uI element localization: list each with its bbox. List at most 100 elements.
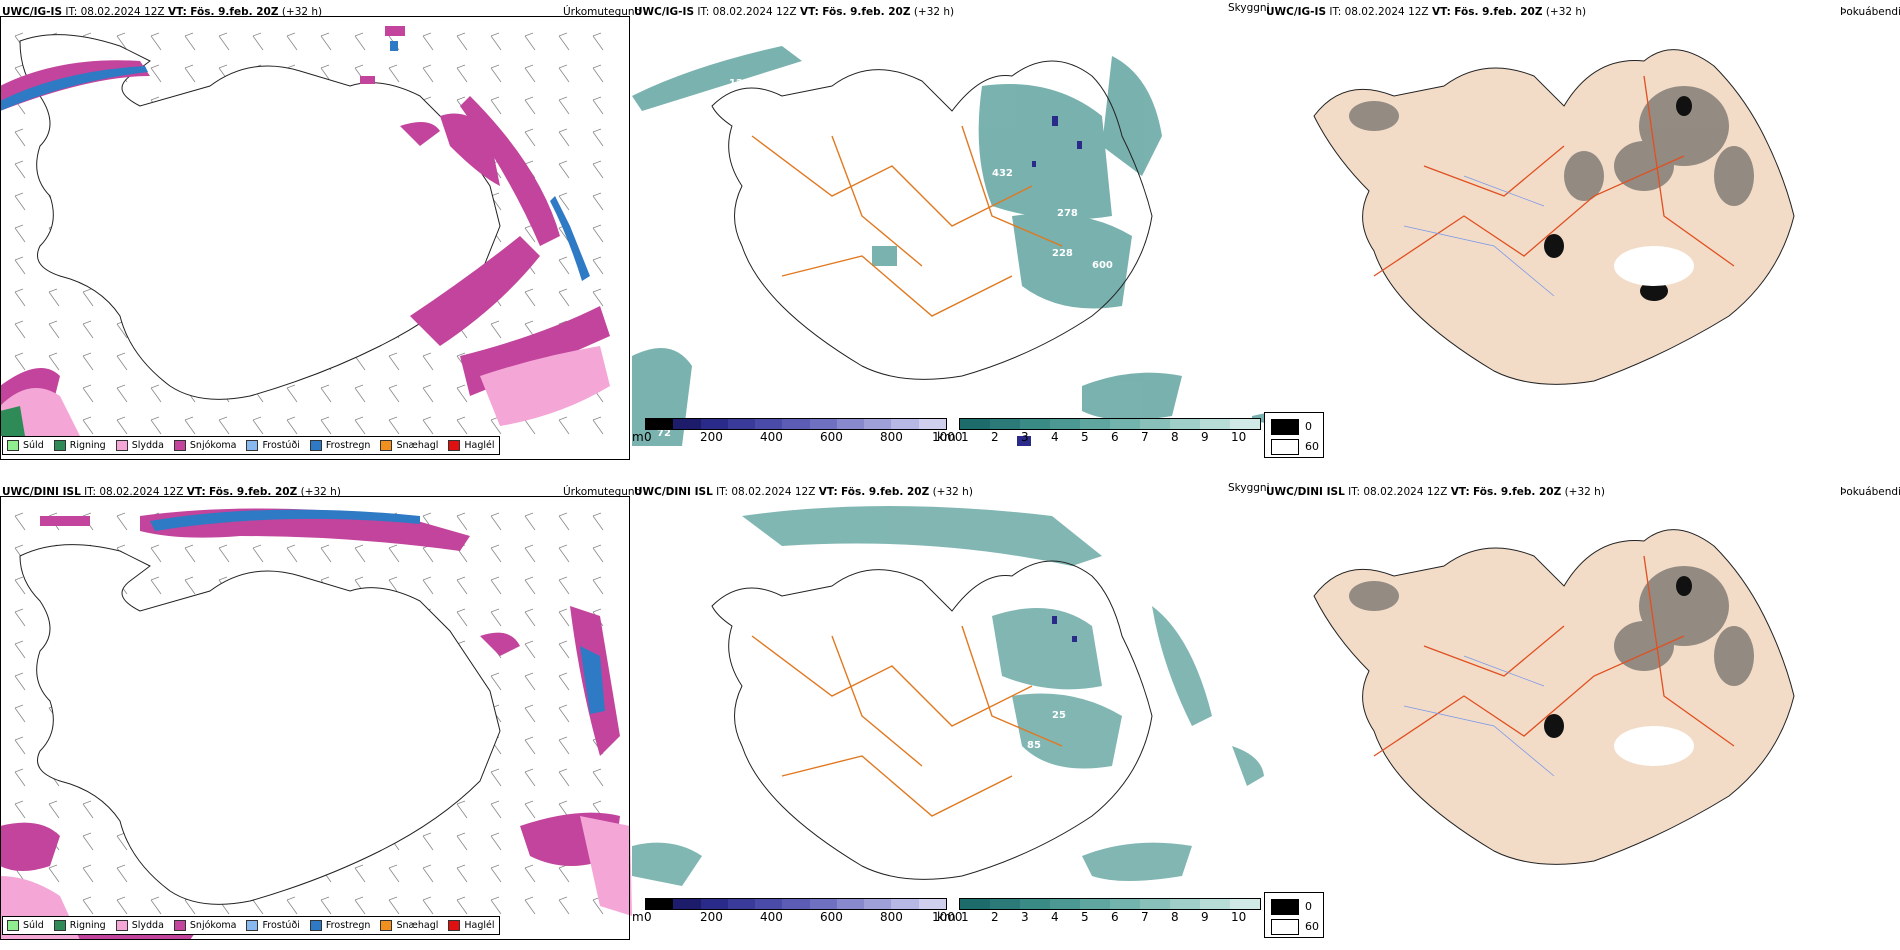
visibility-scale-m — [645, 898, 947, 910]
wind-barb — [320, 32, 332, 51]
wind-barb — [320, 896, 332, 915]
wind-barb — [14, 224, 26, 243]
wind-barb — [354, 544, 366, 563]
legend-item: Frostúði — [246, 440, 300, 451]
legend-item: Frostúði — [246, 920, 300, 931]
swatch — [448, 920, 461, 931]
wind-barb — [490, 832, 502, 851]
wind-barb — [116, 32, 128, 51]
wind-barb — [14, 512, 26, 531]
wind-barb — [490, 64, 502, 83]
wind-barb — [184, 544, 196, 563]
visibility-scale-km — [959, 418, 1261, 430]
swatch — [380, 920, 393, 931]
wind-barb — [286, 544, 298, 563]
visibility-scale-km — [959, 898, 1261, 910]
panel-title: UWC/DINI ISL IT: 08.02.2024 12Z VT: Fös.… — [1266, 486, 1605, 498]
wind-barb — [456, 416, 468, 435]
swatch — [7, 920, 19, 931]
wind-barb — [14, 576, 26, 595]
wind-barb — [558, 544, 570, 563]
swatch — [309, 920, 322, 931]
wind-barb — [354, 864, 366, 883]
wind-barb — [490, 512, 502, 531]
wind-barb — [82, 384, 94, 403]
swatch — [115, 920, 128, 931]
wind-barb — [48, 288, 60, 307]
precip-map-frame — [0, 496, 630, 940]
swatch — [53, 440, 66, 451]
wind-barb — [558, 160, 570, 179]
wind-barb — [14, 640, 26, 659]
wind-barb — [592, 768, 604, 787]
wind-barb — [14, 608, 26, 627]
wind-barb — [490, 864, 502, 883]
wind-barb — [558, 768, 570, 787]
wind-barb — [218, 416, 230, 435]
swatch — [246, 440, 259, 451]
wind-barb — [592, 256, 604, 275]
fog-panel-top: UWC/IG-IS IT: 08.02.2024 12Z VT: Fös. 9.… — [1264, 0, 1900, 462]
svg-text:221: 221 — [1180, 170, 1201, 181]
wind-barb — [592, 512, 604, 531]
wind-barb — [150, 32, 162, 51]
scale-unit: km — [937, 430, 956, 444]
wind-barb — [456, 576, 468, 595]
wind-barb — [150, 416, 162, 435]
scale-unit: m — [632, 910, 644, 924]
wind-barb — [82, 416, 94, 435]
wind-barb — [422, 576, 434, 595]
wind-barb — [490, 320, 502, 339]
wind-barb — [592, 128, 604, 147]
wind-barb — [422, 352, 434, 371]
wind-barb — [422, 416, 434, 435]
wind-barb — [14, 672, 26, 691]
wind-barb — [48, 352, 60, 371]
fog-map — [1313, 49, 1795, 385]
swatch — [448, 440, 461, 451]
panel-title: UWC/IG-IS IT: 08.02.2024 12Z VT: Fös. 9.… — [1266, 6, 1587, 18]
wind-barb — [524, 704, 536, 723]
visibility-panel-bottom: UWC/DINI ISL IT: 08.02.2024 12Z VT: Fös.… — [632, 480, 1270, 942]
wind-barb — [490, 608, 502, 627]
svg-text:215: 215 — [944, 710, 965, 721]
wind-barb — [388, 896, 400, 915]
scale-unit: km — [937, 910, 956, 924]
wind-barb — [456, 800, 468, 819]
wind-barb — [14, 192, 26, 211]
wind-barb — [150, 384, 162, 403]
wind-barb — [422, 64, 434, 83]
svg-text:292: 292 — [1172, 186, 1193, 197]
legend-item: Snæhagl — [380, 920, 438, 931]
visibility-title: Skyggni — [1228, 2, 1270, 14]
legend-item: Frostregn — [309, 920, 370, 931]
wind-barb — [354, 896, 366, 915]
svg-text:72: 72 — [657, 428, 671, 439]
svg-text:600: 600 — [1092, 260, 1113, 271]
legend-item: Haglél — [448, 440, 495, 451]
wind-barb — [524, 800, 536, 819]
wind-barb — [14, 800, 26, 819]
swatch — [115, 440, 128, 451]
wind-barb — [14, 256, 26, 275]
wind-barb — [150, 544, 162, 563]
wind-barb — [558, 896, 570, 915]
wind-barb — [592, 160, 604, 179]
wind-barb — [558, 608, 570, 627]
svg-text:123: 123 — [732, 548, 753, 559]
wind-barb — [456, 32, 468, 51]
wind-barb — [524, 128, 536, 147]
wind-barb — [184, 32, 196, 51]
precip-type-title: Úrkomutegund — [563, 486, 642, 498]
wind-barb — [14, 320, 26, 339]
wind-barb — [252, 544, 264, 563]
wind-barb — [82, 800, 94, 819]
swatch — [1271, 439, 1299, 455]
legend-item: Snjókoma — [173, 440, 236, 451]
legend-item: Slydda — [115, 920, 164, 931]
precip-map — [0, 508, 632, 940]
wind-barb — [354, 32, 366, 51]
wind-barb — [558, 64, 570, 83]
wind-barb — [218, 544, 230, 563]
wind-barb — [592, 416, 604, 435]
